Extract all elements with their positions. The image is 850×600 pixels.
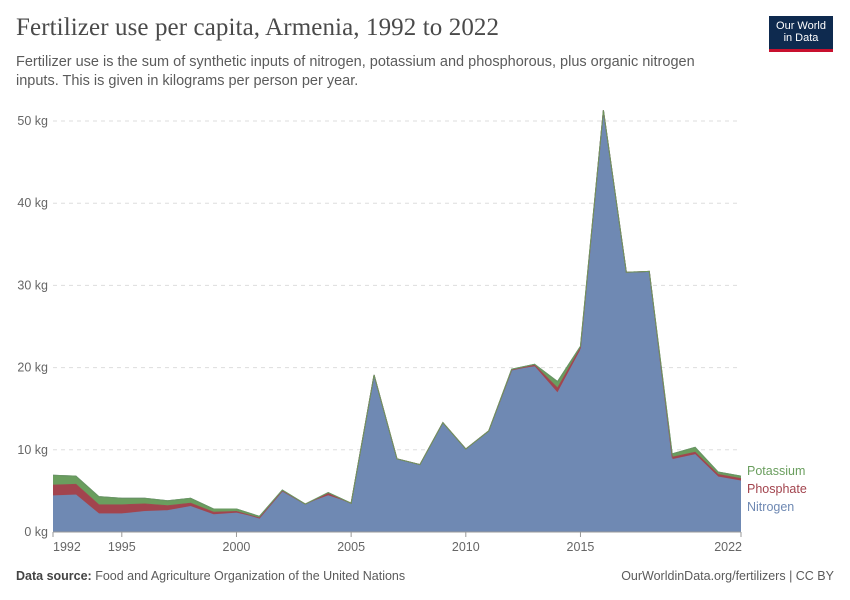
y-tick-label: 30 kg	[17, 278, 48, 292]
series-line-potassium	[52, 110, 742, 517]
chart-subtitle: Fertilizer use is the sum of synthetic i…	[16, 54, 695, 89]
y-tick-label: 0 kg	[24, 525, 48, 539]
x-tick-label: 2015	[567, 540, 595, 554]
chart-title: Fertilizer use per capita, Armenia, 1992…	[16, 14, 500, 41]
x-tick-label: 1995	[108, 540, 136, 554]
x-tick-label: 2000	[223, 540, 251, 554]
source-text[interactable]: Food and Agriculture Organization of the…	[95, 569, 406, 583]
owid-logo[interactable]: Our World in Data	[769, 16, 833, 52]
logo-line-1: Our World	[776, 20, 826, 32]
legend: Potassium Phosphate Nitrogen	[747, 464, 807, 514]
x-tick-label: 1992	[53, 540, 81, 554]
legend-phosphate[interactable]: Phosphate	[747, 482, 807, 496]
license-link[interactable]: OurWorldinData.org/fertilizers | CC BY	[621, 569, 834, 583]
area-nitrogen[interactable]	[53, 110, 741, 532]
y-tick-label: 10 kg	[17, 443, 48, 457]
legend-nitrogen[interactable]: Nitrogen	[747, 500, 794, 514]
y-tick-label: 50 kg	[17, 114, 48, 128]
data-source: Data source: Food and Agriculture Organi…	[16, 569, 405, 583]
series-areas	[52, 110, 742, 532]
x-tick-label: 2022	[714, 540, 742, 554]
logo-line-2: in Data	[783, 32, 819, 44]
y-tick-label: 20 kg	[17, 361, 48, 375]
x-tick-label: 2010	[452, 540, 480, 554]
axes: 0 kg 10 kg 20 kg 30 kg 40 kg 50 kg 1992 1995 200…	[17, 114, 742, 554]
grid-lines	[53, 120, 741, 451]
source-label: Data source:	[16, 569, 92, 583]
x-tick-label: 2005	[337, 540, 365, 554]
legend-potassium[interactable]: Potassium	[747, 464, 805, 478]
y-tick-label: 40 kg	[17, 196, 48, 210]
